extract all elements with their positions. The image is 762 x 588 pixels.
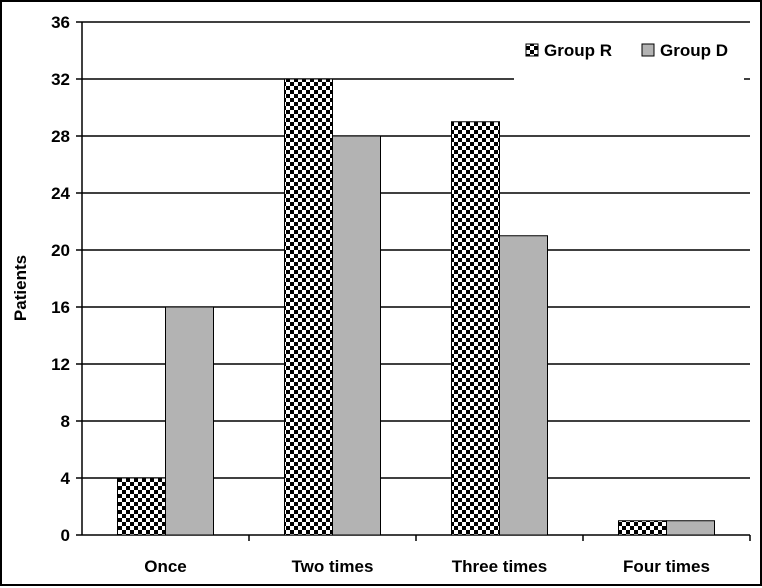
bar-group-r [451, 121, 500, 536]
x-category-labels: Once Two times Three times Four times [144, 557, 710, 576]
y-tick-label: 8 [61, 412, 70, 431]
y-tick-label: 24 [51, 184, 70, 203]
bar-group-d [332, 135, 381, 536]
bar-group-d [666, 520, 715, 536]
bars [117, 78, 715, 536]
legend-swatch [641, 43, 655, 57]
bar-group-d [165, 306, 214, 536]
legend-box [514, 32, 744, 100]
y-tick-label: 0 [61, 526, 70, 545]
legend: Group R Group D [514, 32, 744, 100]
legend-label: Group R [544, 41, 612, 60]
y-tick-label: 32 [51, 70, 70, 89]
x-category-label: Two times [292, 557, 374, 576]
legend-swatch [525, 43, 539, 57]
bar-group-r [284, 78, 333, 536]
x-category-label: Three times [452, 557, 547, 576]
bar-group-d [499, 235, 548, 536]
bar-group-r [618, 520, 667, 536]
y-tick-label: 28 [51, 127, 70, 146]
y-tick-label: 16 [51, 298, 70, 317]
y-axis-title: Patients [11, 255, 30, 321]
y-tick-label: 12 [51, 355, 70, 374]
y-tick-labels: 0 4 8 12 16 20 24 28 32 36 [51, 13, 70, 545]
y-tick-label: 4 [61, 469, 71, 488]
x-category-label: Four times [623, 557, 710, 576]
y-tick-label: 20 [51, 241, 70, 260]
y-tick-label: 36 [51, 13, 70, 32]
legend-label: Group D [660, 41, 728, 60]
x-category-label: Once [144, 557, 187, 576]
bar-group-r [117, 477, 166, 536]
